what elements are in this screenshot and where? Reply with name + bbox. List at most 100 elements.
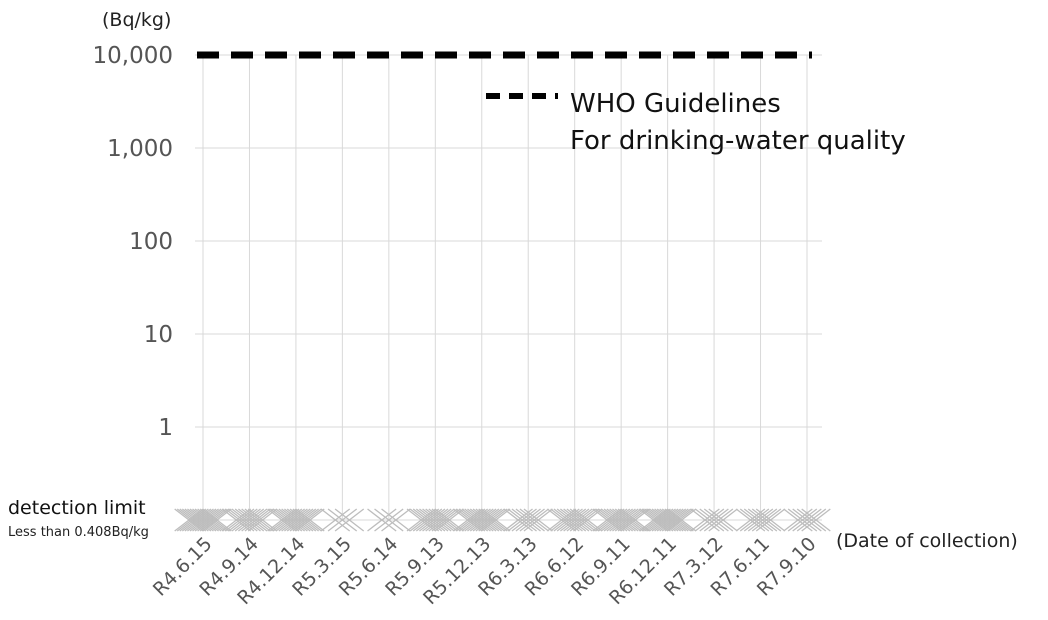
data-point [523,508,553,532]
y-axis-ticks: 10,000 1,000 100 10 1 [93,43,173,441]
legend: WHO Guidelines For drinking-water qualit… [486,89,906,156]
data-point [284,508,314,532]
below-detection-markers [174,508,831,532]
data-point [603,508,634,532]
data-point [606,508,636,532]
data-point [556,508,587,532]
data-point [464,508,494,532]
data-point [197,508,227,532]
y-tick-label: 1 [158,415,173,441]
data-point [755,508,786,532]
data-point [563,508,593,532]
data-point [515,508,545,532]
data-point [367,508,397,532]
data-point [295,508,325,532]
data-point [467,508,497,532]
data-point [278,508,308,532]
data-point [559,508,590,532]
data-point [796,508,827,532]
data-point [475,508,505,532]
y-tick-label: 10,000 [93,43,173,69]
data-point [664,508,694,532]
data-point [511,508,541,532]
data-point [179,508,209,532]
data-point [481,508,511,532]
data-point [739,508,770,532]
data-point [694,508,725,532]
data-point [609,508,639,532]
data-point [654,508,684,532]
data-point [244,508,274,532]
data-point [192,508,222,532]
data-point [472,508,503,532]
data-point [801,508,831,532]
grid [195,54,822,521]
data-point [690,508,720,532]
data-point [659,508,689,532]
data-point [292,508,322,532]
data-point [641,508,671,532]
data-point [661,508,692,532]
x-axis-ticks: R4.6.15R4.9.14R4.12.14R5.3.15R5.6.14R5.9… [149,533,821,609]
y-tick-label: 1,000 [107,136,173,162]
data-point [238,508,268,532]
data-point [428,508,458,532]
data-point [184,508,214,532]
data-point [646,508,676,532]
data-point [286,508,317,532]
data-point [320,508,351,532]
data-point [792,508,822,532]
data-point [176,508,207,532]
data-point [469,508,500,532]
data-point [644,508,674,532]
data-point [231,508,261,532]
data-point [656,508,687,532]
data-point [708,508,738,532]
data-point [666,508,697,532]
data-point [783,508,813,532]
data-point [751,508,782,532]
data-point [638,508,669,532]
data-point [703,508,734,532]
detection-limit-note: Less than 0.408Bq/kg [8,525,149,540]
data-point [241,508,271,532]
x-axis-unit: (Date of collection) [836,530,1018,552]
legend-label-line1: WHO Guidelines [570,89,781,119]
data-point [566,508,596,532]
data-point [374,508,404,532]
data-point [419,508,449,532]
data-point [743,508,774,532]
detection-limit-title: detection limit [8,497,146,519]
data-point [199,508,230,532]
data-point [189,508,219,532]
data-point [431,508,461,532]
data-point [787,508,818,532]
data-point [425,508,455,532]
y-tick-label: 10 [144,322,173,348]
y-tick-label: 100 [129,229,173,255]
legend-label-line2: For drinking-water quality [570,126,906,156]
data-point [569,508,600,532]
data-point [747,508,778,532]
data-point [422,508,452,532]
data-point [194,508,225,532]
data-point [699,508,729,532]
data-point [507,508,537,532]
y-axis-unit: (Bq/kg) [102,9,171,31]
data-point [234,508,265,532]
data-point [174,508,204,532]
data-point [651,508,682,532]
data-point [649,508,679,532]
data-point [327,508,358,532]
data-point [381,508,411,532]
data-point [614,508,645,532]
data-point [289,508,320,532]
data-point [281,508,311,532]
data-point [519,508,549,532]
data-point [181,508,212,532]
data-point [187,508,217,532]
data-point [617,508,648,532]
data-point [612,508,642,532]
data-point [334,508,365,532]
